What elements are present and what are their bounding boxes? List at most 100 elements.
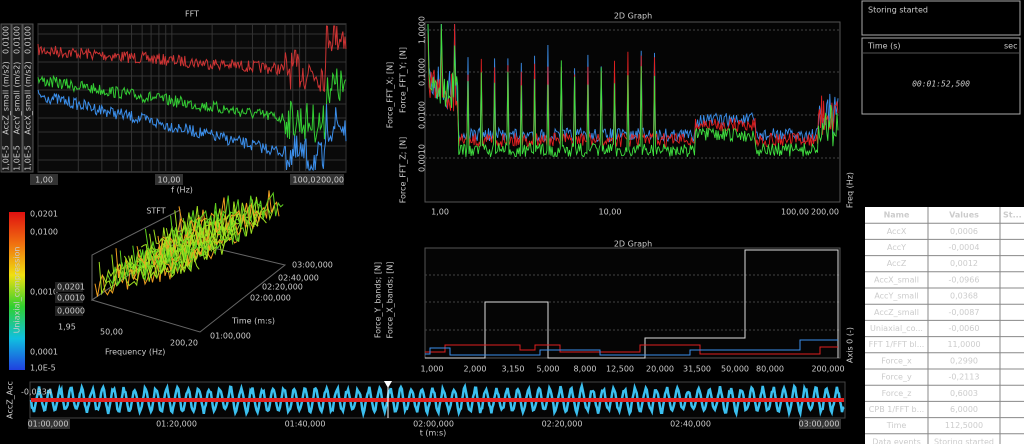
- x-tick-label: 02:00,000: [413, 420, 454, 429]
- table-value: -0,0060: [949, 324, 980, 333]
- x-axis-label: Freq (Hz): [846, 172, 855, 208]
- tick-box: [55, 293, 83, 303]
- clock-box: [861, 37, 1021, 115]
- tick-box: [30, 174, 58, 185]
- cursor-marker: [384, 381, 392, 388]
- table-value: 112,5000: [945, 421, 983, 430]
- table-value: -0,0087: [949, 308, 980, 317]
- colorscale-title: Uniaxial_compression: [13, 247, 22, 334]
- table-name: Force_x: [881, 356, 912, 365]
- status-box: [861, 0, 1021, 36]
- fft-plot: [37, 23, 347, 173]
- axis-label: AccX_small (m/s2): [24, 61, 33, 134]
- table-name: CPB 1/FFT b...: [869, 405, 924, 414]
- table-name: AccY: [887, 243, 906, 252]
- colorscale: [9, 212, 25, 370]
- colorscale-label: 0,0100: [30, 228, 58, 237]
- series-label: Force_FFT_Y; [N]: [399, 47, 408, 113]
- stft-slice: [178, 190, 280, 238]
- x-tick-label: 200,00: [316, 176, 344, 185]
- table-value: -0,0966: [949, 275, 980, 284]
- time-tick-label: 03:00,000: [292, 261, 333, 270]
- time-tick-label: 02:20,000: [262, 283, 303, 292]
- colorscale-label: 0,0010: [30, 288, 58, 297]
- stft-slice: [144, 222, 246, 260]
- axis-tag: [22, 23, 34, 173]
- graph-top-trace: [427, 23, 839, 143]
- tick-box: [155, 174, 183, 185]
- colorscale-label: 0,0001: [30, 348, 58, 357]
- status-text: Storing started: [868, 6, 928, 15]
- colorscale-label: 1,0E-5: [30, 364, 56, 373]
- freq-tick-label: 200,20: [170, 339, 198, 348]
- x-tick-label: 50,000: [721, 365, 749, 374]
- graph-title: 2D Graph: [614, 12, 652, 21]
- table-value: 0,6003: [950, 389, 978, 398]
- tick-box: [55, 282, 83, 292]
- table-name: AccZ: [887, 259, 907, 268]
- table-value: 0,0012: [950, 259, 978, 268]
- table-name: Data events: [872, 437, 921, 444]
- table-name: AccZ_small: [874, 308, 919, 317]
- fft-title: FFT: [185, 10, 199, 19]
- y-tick-label: 0,0100: [418, 101, 427, 129]
- freq-tick-label: 1,95: [58, 323, 76, 332]
- table-name: Time: [886, 421, 907, 430]
- x-tick-label: 20,000: [646, 365, 674, 374]
- fft-trace: [37, 89, 347, 172]
- x-tick-label: 02:40,000: [670, 420, 711, 429]
- graph-top-trace: [427, 23, 839, 148]
- y-tick-label: 0,0100: [13, 26, 22, 54]
- table-header: St...: [1003, 211, 1022, 220]
- channel-value: -0,0334: [21, 388, 52, 397]
- x-tick-label: 03:00,000: [799, 420, 840, 429]
- tick-box: [290, 174, 318, 185]
- x-tick-label: 1,00: [431, 208, 449, 217]
- time-tick-label: 02:00,000: [250, 294, 291, 303]
- recorder-trace: [29, 381, 845, 419]
- x-tick-label: 1,000: [421, 365, 444, 374]
- tick-box: [799, 419, 841, 429]
- table-value: 0,0368: [950, 292, 978, 301]
- y-tick-label: 1,0E-5: [2, 145, 11, 171]
- x-tick-label: 200,000: [811, 365, 844, 374]
- graph-bottom-plot: [424, 247, 841, 359]
- table-name: AccY_small: [874, 292, 918, 301]
- time-tick-label: 01:00,000: [210, 332, 251, 341]
- series-label: Force_FFT_X; [N]: [386, 62, 395, 129]
- stft-slice: [136, 225, 238, 266]
- freq-tick-label: 50,00: [100, 328, 123, 337]
- clock-value: 00:01:52,500: [912, 80, 970, 89]
- x-tick-label: 80,000: [756, 365, 784, 374]
- x-axis-label: t (m:s): [420, 429, 447, 438]
- band-y: [425, 339, 838, 356]
- x-tick-label: 2,000: [464, 365, 487, 374]
- stft-slice: [111, 229, 213, 280]
- x-tick-label: 1,00: [35, 176, 53, 185]
- table-name: Uniaxial_co...: [870, 324, 923, 333]
- y-tick-label: 0,0100: [2, 26, 11, 54]
- clock-unit: sec: [1004, 42, 1018, 51]
- stft-slice: [182, 191, 284, 235]
- y-tick-label: 0,0010: [418, 144, 427, 172]
- series-label: Force_FFT_Z; [N]: [399, 137, 408, 204]
- clock-label: Time (s): [867, 42, 901, 51]
- graph-top-trace: [427, 23, 839, 158]
- freq-axis-label: Frequency (Hz): [105, 348, 165, 357]
- x-tick-label: 8,000: [574, 365, 597, 374]
- x-tick-label: 10,00: [158, 176, 181, 185]
- table-value: 0,2990: [950, 356, 978, 365]
- table-name: Force_z: [882, 389, 912, 398]
- table-value: -0,2113: [949, 373, 980, 382]
- x-tick-label: 100,00: [781, 208, 809, 217]
- tick-box: [28, 419, 70, 429]
- axis-tag: [11, 23, 23, 173]
- table-name: AccX: [887, 227, 907, 236]
- x-axis-label: f (Hz): [171, 186, 193, 195]
- x-tick-label: 01:00,000: [28, 420, 69, 429]
- x-tick-label: 5,000: [537, 365, 560, 374]
- y-tick-label: 0,0100: [24, 26, 33, 54]
- axis-tag: [0, 23, 12, 173]
- y-tick-label: 1,0000: [418, 16, 427, 44]
